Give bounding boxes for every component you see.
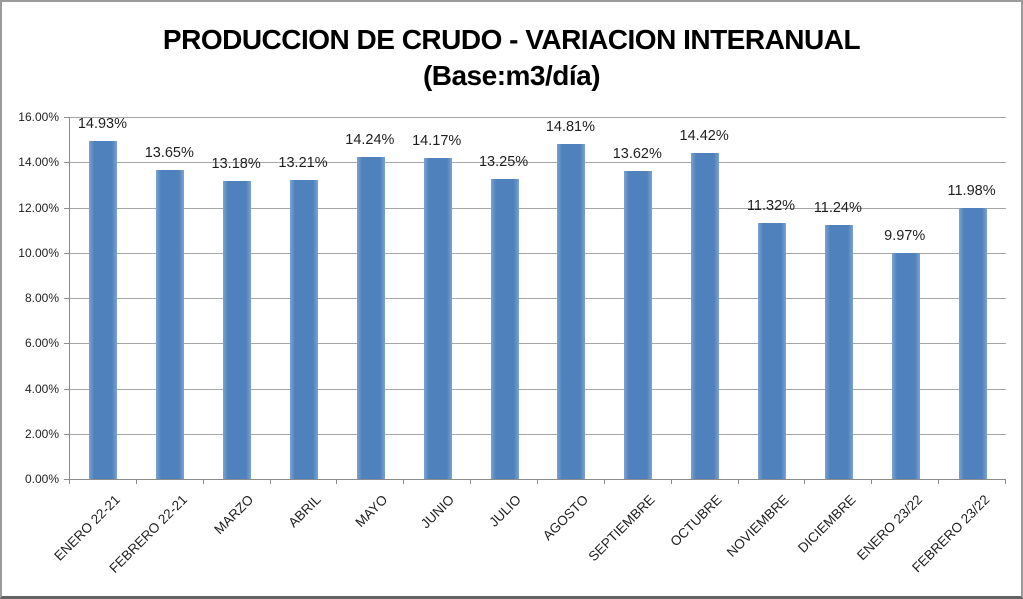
y-axis-tick-label: 14.00%	[18, 155, 59, 170]
y-axis-tick	[64, 162, 69, 164]
x-axis-tick	[69, 480, 70, 484]
x-axis-tick	[737, 480, 739, 484]
y-axis-tick-label: 2.00%	[24, 426, 59, 441]
x-axis-label: ENERO 23/22	[854, 492, 926, 564]
bar-value-label: 13.18%	[211, 155, 261, 172]
y-axis-tick-label: 0.00%	[24, 472, 59, 486]
bar	[490, 179, 519, 479]
x-axis-tick	[135, 480, 137, 484]
x-axis-tick	[670, 480, 672, 484]
bar	[356, 156, 385, 479]
bar	[958, 207, 987, 479]
x-axis-tick	[336, 480, 338, 484]
gridline	[70, 343, 1006, 345]
bar	[223, 180, 252, 479]
chart-subtitle: (Base:m3/día)	[422, 60, 601, 91]
gridline	[70, 207, 1006, 209]
y-axis-tick-label: 8.00%	[24, 291, 59, 305]
bar-value-label: 11.24%	[813, 199, 862, 216]
bar-value-label: 13.25%	[478, 154, 529, 171]
y-axis-tick	[64, 252, 69, 254]
x-axis-tick	[537, 480, 538, 484]
y-axis-tick	[64, 388, 69, 390]
y-axis-tick	[64, 343, 69, 345]
bar-value-label: 14.81%	[545, 118, 596, 135]
y-axis-tick	[64, 207, 69, 209]
x-axis-label: JUNIO	[418, 492, 458, 532]
y-axis-tick-label: 6.00%	[24, 336, 59, 351]
x-axis-tick	[603, 480, 605, 484]
bar	[758, 222, 786, 479]
bar-value-label: 14.42%	[679, 127, 729, 144]
x-axis-label: MARZO	[211, 492, 257, 538]
bar-value-label: 13.65%	[144, 145, 194, 162]
bar	[89, 141, 118, 479]
x-axis-label: JULIO	[486, 492, 525, 530]
y-axis-tick	[64, 479, 69, 480]
bar-value-label: 11.98%	[947, 182, 996, 199]
x-axis-tick	[871, 480, 873, 484]
gridline	[70, 433, 1006, 435]
gridline	[70, 162, 1006, 164]
bar-value-label: 14.93%	[77, 116, 128, 133]
bar-value-label: 13.21%	[278, 155, 328, 172]
gridline	[70, 388, 1006, 390]
bar	[624, 170, 653, 479]
bar-value-label: 11.32%	[746, 197, 796, 214]
y-axis-tick-label: 16.00%	[18, 110, 59, 124]
x-axis-label: AGOSTO	[539, 492, 592, 544]
gridline	[70, 117, 1006, 118]
bar	[423, 158, 452, 479]
x-axis-label: MAYO	[352, 492, 391, 531]
y-axis-tick	[64, 298, 69, 299]
chart-title: PRODUCCION DE CRUDO - VARIACION INTERANU…	[162, 24, 861, 55]
y-axis-tick-label: 12.00%	[18, 200, 59, 215]
bar	[290, 180, 318, 479]
bar	[557, 143, 586, 479]
x-axis-tick	[269, 480, 271, 484]
x-axis-label: DICIEMBRE	[794, 492, 859, 556]
x-axis-tick	[403, 480, 405, 484]
x-axis-tick	[804, 480, 806, 484]
bar-value-label: 14.24%	[345, 131, 395, 148]
y-axis-tick	[64, 117, 69, 118]
y-axis-tick-label: 10.00%	[18, 245, 59, 260]
bar	[824, 224, 853, 479]
gridline	[70, 252, 1006, 254]
x-axis-tick	[202, 480, 204, 484]
bar-value-label: 14.17%	[412, 133, 462, 150]
x-axis-tick	[470, 480, 472, 484]
x-axis-label: ABRIL	[285, 492, 324, 531]
x-axis-label: OCTUBRE	[667, 492, 725, 550]
y-axis-tick-label: 4.00%	[24, 381, 59, 396]
bar-value-label: 13.62%	[612, 145, 662, 162]
y-axis-tick	[64, 433, 69, 435]
x-axis-label: SEPTIEMBRE	[585, 492, 658, 565]
bar	[891, 253, 920, 479]
x-axis-tick	[938, 480, 940, 484]
gridline	[70, 298, 1006, 299]
x-axis-tick	[1005, 480, 1006, 484]
x-axis-label: NOVIEMBRE	[723, 492, 792, 560]
bar	[156, 170, 185, 479]
bar	[691, 152, 720, 479]
plot-area	[69, 117, 1006, 480]
bar-value-label: 9.97%	[884, 228, 926, 245]
x-axis-label: ENERO 22-21	[51, 492, 124, 564]
